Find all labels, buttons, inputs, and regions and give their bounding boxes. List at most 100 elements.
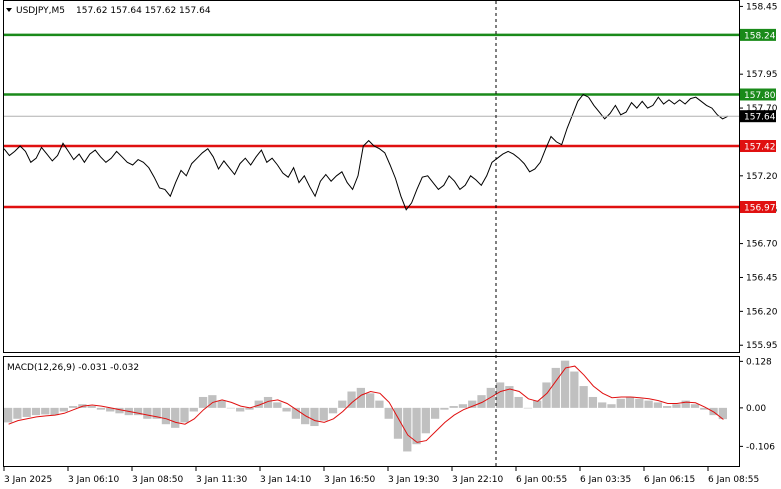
macd-bar xyxy=(430,407,440,419)
x-tick-label: 3 Jan 22:10 xyxy=(452,475,504,485)
macd-bar xyxy=(245,407,254,410)
price-tick-label: 156.45 xyxy=(746,273,778,283)
x-axis: 3 Jan 2025 3 Jan 06:10 3 Jan 08:50 3 Jan 11… xyxy=(3,466,759,485)
current-price-tag xyxy=(740,110,776,123)
macd-bar xyxy=(50,407,59,416)
macd-bar xyxy=(523,407,533,409)
macd-bar xyxy=(198,396,208,408)
macd-bar xyxy=(291,407,301,419)
level-tag-label: 157.80 xyxy=(744,91,776,101)
macd-bar xyxy=(598,402,607,408)
macd-bar xyxy=(338,400,347,408)
macd-bar xyxy=(96,407,106,410)
current-price-tag-label: 157.64 xyxy=(744,113,776,123)
macd-bar xyxy=(115,407,124,414)
macd-bar xyxy=(161,407,171,425)
macd-bar xyxy=(533,400,542,408)
macd-bar xyxy=(458,404,468,408)
symbol-label: USDJPY,M5 xyxy=(16,6,65,16)
macd-bar xyxy=(366,393,375,408)
level-tag xyxy=(740,88,776,101)
macd-bar xyxy=(570,371,579,408)
macd-bar xyxy=(208,395,217,408)
x-tick-label: 3 Jan 16:50 xyxy=(324,475,376,485)
macd-tick-label: 0.128 xyxy=(746,357,772,367)
macd-bar xyxy=(68,406,78,408)
price-panel-frame xyxy=(3,0,740,353)
x-tick-label: 6 Jan 06:15 xyxy=(644,475,695,485)
macd-bar xyxy=(560,360,570,408)
macd-bar xyxy=(616,398,625,408)
macd-bar xyxy=(468,400,477,408)
macd-bar xyxy=(449,406,458,408)
macd-bar xyxy=(4,407,13,423)
macd-bar xyxy=(189,407,198,412)
macd-bar xyxy=(263,396,273,408)
macd-bar xyxy=(700,407,709,410)
macd-bar xyxy=(681,400,690,408)
macd-bar xyxy=(514,396,523,408)
macd-bar xyxy=(22,407,31,417)
x-tick-label: 3 Jan 2025 xyxy=(4,475,52,485)
macd-bar xyxy=(412,407,421,445)
macd-bar xyxy=(477,395,486,408)
macd-bar xyxy=(393,407,403,439)
macd-bar xyxy=(635,398,644,408)
macd-bar xyxy=(588,396,598,408)
level-tag xyxy=(740,140,776,153)
price-tick-label: 157.20 xyxy=(746,172,778,182)
price-tick-label: 157.95 xyxy=(746,70,778,80)
price-tick-label: 155.95 xyxy=(746,341,778,351)
macd-bar xyxy=(625,396,635,408)
macd-bar xyxy=(440,407,449,410)
x-tick-label: 6 Jan 03:35 xyxy=(580,475,631,485)
x-tick-label: 3 Jan 08:50 xyxy=(132,475,184,485)
macd-y-axis: 0.128 0.00 -0.106 xyxy=(739,357,775,452)
macd-tick-label: 0.00 xyxy=(746,404,766,414)
level-tags: 158.24 157.80 157.42 156.97 157.64 xyxy=(740,28,776,213)
x-tick-label: 3 Jan 06:10 xyxy=(68,475,120,485)
x-tick-label: 6 Jan 08:55 xyxy=(708,475,759,485)
macd-bar xyxy=(718,407,727,420)
macd-bar xyxy=(59,407,68,412)
macd-bar xyxy=(13,407,22,419)
macd-label: MACD(12,26,9) -0.031 -0.032 xyxy=(7,363,139,373)
macd-bar xyxy=(542,382,551,408)
macd-bar xyxy=(152,407,161,419)
dropdown-triangle-icon[interactable] xyxy=(6,8,12,12)
price-tick-label: 156.20 xyxy=(746,307,778,317)
price-tick-label: 156.70 xyxy=(746,240,778,250)
macd-bar xyxy=(663,406,672,408)
macd-bar xyxy=(579,386,588,408)
macd-bar xyxy=(607,404,616,408)
macd-bar xyxy=(690,404,700,408)
x-tick-label: 3 Jan 11:30 xyxy=(196,475,248,485)
macd-signal-line xyxy=(8,365,724,443)
macd-bar xyxy=(217,400,226,408)
level-tag xyxy=(740,28,776,41)
macd-bar xyxy=(41,407,50,415)
macd-bar xyxy=(672,404,681,408)
macd-bar xyxy=(31,407,41,416)
ohlc-values: 157.62 157.64 157.62 157.64 xyxy=(76,6,211,16)
level-lines xyxy=(4,33,739,209)
macd-bar xyxy=(495,382,505,408)
level-tag xyxy=(740,200,776,213)
x-tick-label: 6 Jan 00:55 xyxy=(516,475,567,485)
macd-bar xyxy=(319,407,328,421)
macd-tick-label: -0.106 xyxy=(746,442,775,452)
macd-bar xyxy=(226,407,236,409)
macd-bar xyxy=(505,386,514,408)
price-tick-label: 158.45 xyxy=(746,2,778,12)
macd-bar xyxy=(171,407,180,428)
macd-bar xyxy=(273,402,282,408)
macd-bar xyxy=(236,407,245,412)
macd-bar xyxy=(653,402,663,408)
macd-bar xyxy=(87,406,96,408)
macd-bar xyxy=(180,407,189,423)
macd-bar xyxy=(375,400,384,408)
macd-bar xyxy=(403,407,412,452)
macd-bar xyxy=(421,407,430,434)
macd-bar xyxy=(328,407,338,414)
